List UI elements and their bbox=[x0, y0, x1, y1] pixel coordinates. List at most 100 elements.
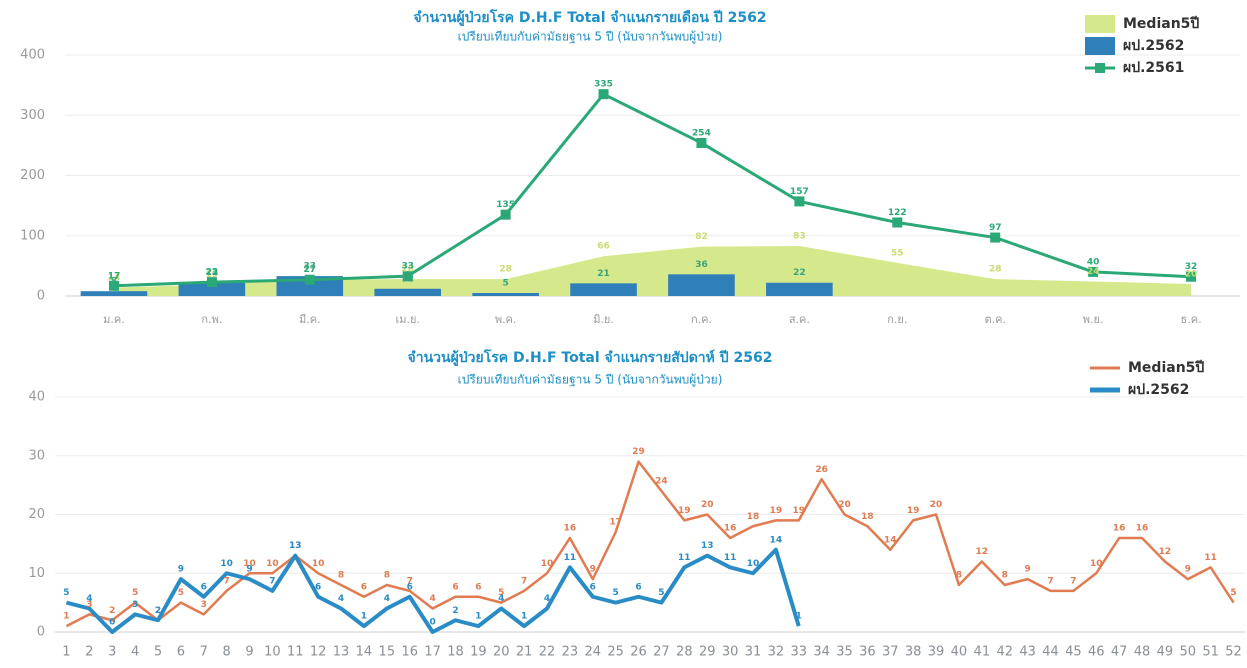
chart-title: จำนวนผู้ป่วยโรค D.H.F Total จำแนกรายสัปด… bbox=[408, 348, 773, 366]
marker bbox=[500, 209, 511, 220]
data-label: 82 bbox=[695, 232, 708, 242]
x-tick-label: 21 bbox=[516, 645, 533, 660]
x-tick-label: 31 bbox=[745, 645, 762, 660]
y-tick-label: 400 bbox=[20, 48, 45, 63]
x-tick-label: 11 bbox=[287, 645, 304, 660]
data-label: 7 bbox=[269, 576, 275, 586]
bar bbox=[80, 291, 148, 296]
x-tick-label: 51 bbox=[1202, 645, 1219, 660]
data-label: 6 bbox=[407, 582, 413, 592]
data-label: 1 bbox=[361, 612, 367, 622]
data-label: 19 bbox=[678, 506, 691, 516]
x-tick-label: 25 bbox=[607, 645, 624, 660]
data-label: 9 bbox=[178, 565, 184, 575]
x-tick-label: 20 bbox=[493, 645, 510, 660]
legend-label: ผป.2562 bbox=[1128, 382, 1189, 398]
data-label: 4 bbox=[498, 594, 504, 604]
data-label: 19 bbox=[770, 506, 783, 516]
data-label: 6 bbox=[315, 582, 321, 592]
x-tick-label: 3 bbox=[108, 645, 116, 660]
x-tick-label: 19 bbox=[470, 645, 487, 660]
data-label: 7 bbox=[1070, 576, 1076, 586]
legend-swatch bbox=[1085, 37, 1115, 55]
data-label: 5 bbox=[658, 588, 664, 598]
marker bbox=[598, 89, 609, 100]
legend-label: Median5ปี bbox=[1128, 360, 1204, 376]
x-tick-label: 44 bbox=[1042, 645, 1059, 660]
bar bbox=[766, 282, 833, 296]
marker bbox=[892, 217, 903, 228]
data-label: 3 bbox=[132, 600, 138, 610]
data-label: 9 bbox=[1185, 565, 1191, 575]
data-label: 23 bbox=[206, 268, 219, 278]
marker bbox=[304, 274, 315, 285]
y-tick-label: 0 bbox=[37, 625, 45, 640]
x-tick-label: 18 bbox=[447, 645, 464, 660]
x-tick-label: 12 bbox=[310, 645, 327, 660]
marker bbox=[206, 277, 217, 288]
legend-swatch bbox=[1095, 63, 1105, 73]
x-tick-label: 47 bbox=[1111, 645, 1128, 660]
data-label: 32 bbox=[1185, 262, 1198, 272]
data-label: 12 bbox=[976, 547, 989, 557]
data-label: 28 bbox=[401, 265, 414, 275]
x-tick-label: 7 bbox=[200, 645, 208, 660]
data-label: 5 bbox=[613, 588, 619, 598]
data-label: 8 bbox=[111, 277, 117, 287]
x-tick-label: 4 bbox=[131, 645, 139, 660]
data-label: 7 bbox=[1047, 576, 1053, 586]
data-label: 5 bbox=[502, 278, 508, 288]
data-label: 14 bbox=[884, 535, 897, 545]
x-tick-label: 22 bbox=[539, 645, 556, 660]
x-tick-label: พ.ย. bbox=[1083, 313, 1104, 326]
x-tick-label: 14 bbox=[356, 645, 373, 660]
data-label: 2 bbox=[109, 606, 115, 616]
x-tick-label: 15 bbox=[379, 645, 396, 660]
data-label: 66 bbox=[597, 242, 610, 252]
data-label: 157 bbox=[790, 187, 809, 197]
data-label: 1 bbox=[521, 612, 527, 622]
y-tick-label: 300 bbox=[20, 108, 45, 123]
x-tick-label: 34 bbox=[813, 645, 830, 660]
data-label: 11 bbox=[564, 553, 577, 563]
x-tick-label: 23 bbox=[562, 645, 579, 660]
data-label: 10 bbox=[243, 559, 256, 569]
legend-label: ผป.2561 bbox=[1123, 60, 1184, 76]
x-tick-label: 5 bbox=[154, 645, 162, 660]
data-label: 3 bbox=[86, 600, 92, 610]
data-label: 36 bbox=[695, 260, 708, 270]
data-label: 135 bbox=[496, 200, 515, 210]
x-tick-label: 27 bbox=[653, 645, 670, 660]
data-label: 2 bbox=[155, 606, 161, 616]
x-tick-label: ก.ค. bbox=[691, 313, 712, 326]
line bbox=[65, 547, 801, 634]
x-tick-label: 2 bbox=[85, 645, 93, 660]
data-label: 13 bbox=[289, 541, 302, 551]
x-tick-label: 10 bbox=[264, 645, 281, 660]
chart-subtitle: เปรียบเทียบกับค่ามัธยฐาน 5 ปี (นับจากวัน… bbox=[458, 30, 723, 45]
marker bbox=[794, 196, 805, 207]
data-label: 12 bbox=[1159, 547, 1172, 557]
data-label: 97 bbox=[989, 223, 1002, 233]
data-label: 16 bbox=[724, 524, 737, 534]
data-label: 2 bbox=[155, 606, 161, 616]
data-label: 6 bbox=[361, 582, 367, 592]
data-label: 4 bbox=[544, 594, 550, 604]
data-label: 335 bbox=[594, 80, 613, 90]
data-label: 10 bbox=[1090, 559, 1103, 569]
data-label: 5 bbox=[63, 588, 69, 598]
marker bbox=[990, 232, 1001, 243]
data-label: 4 bbox=[384, 594, 390, 604]
data-label: 10 bbox=[220, 559, 233, 569]
data-label: 16 bbox=[564, 524, 577, 534]
y-tick-label: 10 bbox=[28, 566, 45, 581]
data-label: 11 bbox=[724, 553, 737, 563]
data-label: 27 bbox=[304, 265, 317, 275]
marker bbox=[1186, 271, 1197, 282]
data-label: 5 bbox=[132, 588, 138, 598]
data-label: 13 bbox=[289, 541, 302, 551]
data-label: 21 bbox=[597, 269, 610, 279]
data-label: 19 bbox=[907, 506, 920, 516]
data-label: 83 bbox=[793, 231, 806, 241]
